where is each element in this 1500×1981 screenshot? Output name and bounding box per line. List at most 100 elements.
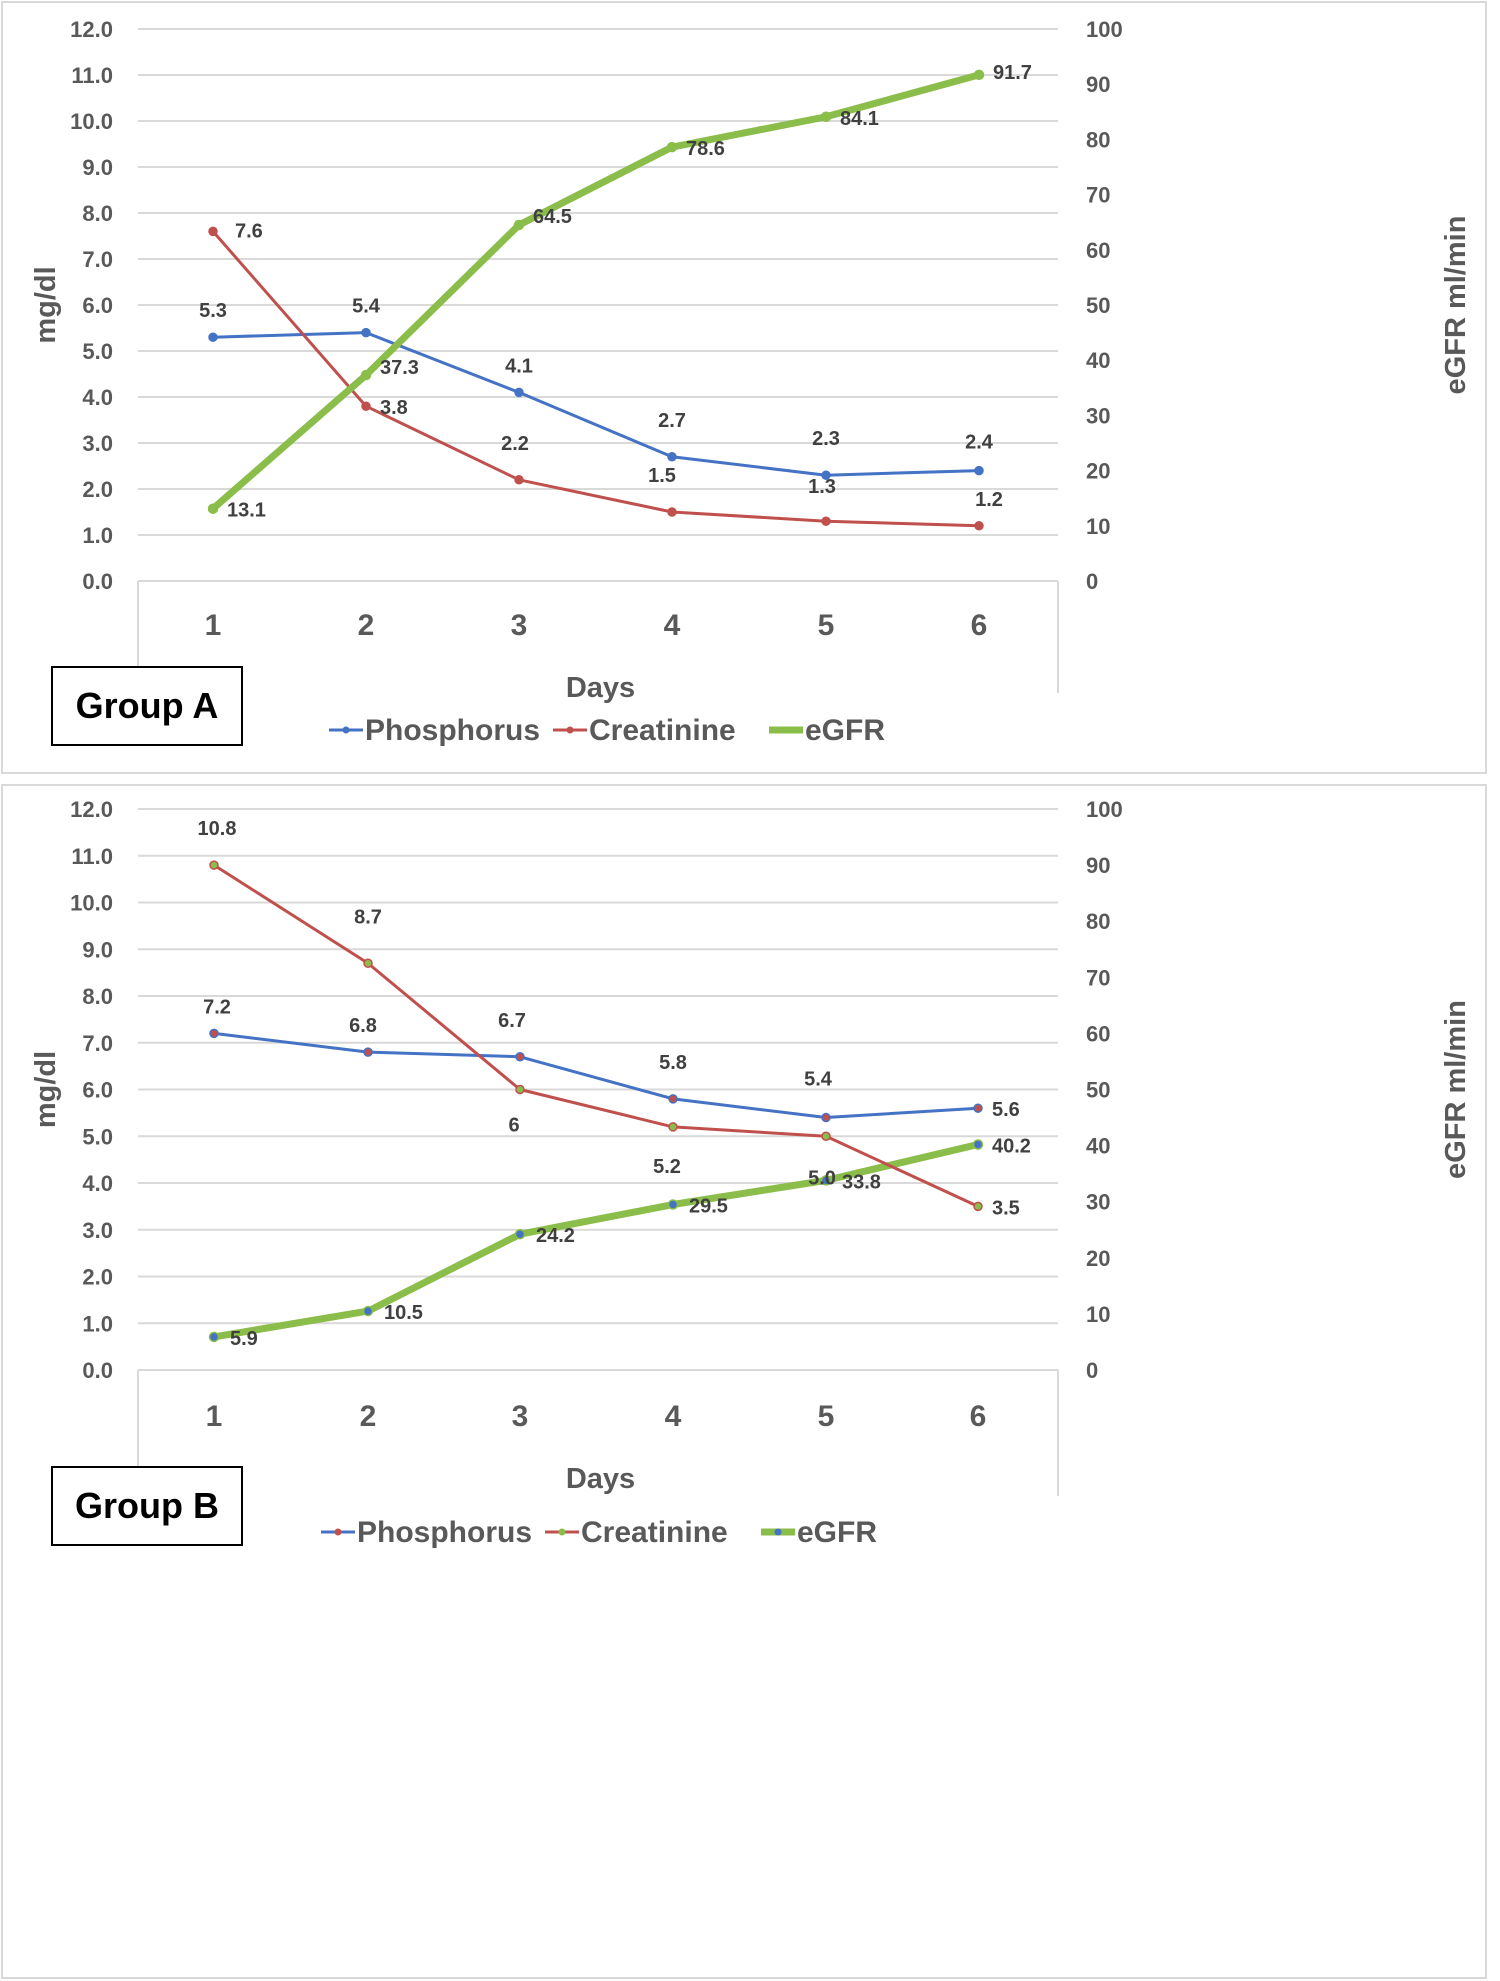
data-point-phosphorus bbox=[973, 1103, 983, 1113]
y-tick-label: 2.0 bbox=[82, 1265, 113, 1290]
group-b-label: Group B bbox=[51, 1466, 243, 1546]
data-point-phosphorus bbox=[821, 470, 831, 480]
y-tick-label: 3.0 bbox=[82, 1218, 113, 1243]
data-point-egfr bbox=[207, 503, 219, 514]
data-label-creatinine: 1.3 bbox=[808, 476, 836, 498]
data-label-creatinine: 2.2 bbox=[501, 433, 529, 455]
chart-group-a: 0.01.02.03.04.05.06.07.08.09.010.011.012… bbox=[30, 17, 1472, 747]
x-axis-title: Days bbox=[566, 672, 635, 704]
y-tick-label: 2.0 bbox=[82, 477, 113, 502]
y2-tick-label: 0 bbox=[1086, 569, 1098, 594]
data-point-creatinine bbox=[973, 1201, 983, 1212]
y2-tick-label: 0 bbox=[1086, 1358, 1098, 1383]
data-point-egfr bbox=[820, 1175, 832, 1186]
x-tick-label: 2 bbox=[360, 1400, 377, 1433]
data-point-egfr bbox=[972, 1139, 984, 1150]
y-tick-label: 8.0 bbox=[82, 984, 113, 1009]
y-tick-label: 1.0 bbox=[82, 1311, 113, 1336]
y-tick-label: 1.0 bbox=[82, 523, 113, 548]
data-label-creatinine: 8.7 bbox=[354, 906, 382, 928]
data-point-phosphorus bbox=[514, 387, 524, 398]
data-point-creatinine bbox=[209, 860, 219, 870]
x-tick-label: 3 bbox=[511, 609, 528, 642]
x-axis-title: Days bbox=[566, 1463, 635, 1495]
y-tick-label: 8.0 bbox=[82, 201, 113, 226]
data-label-creatinine: 7.6 bbox=[235, 220, 263, 242]
data-label-egfr: 78.6 bbox=[686, 138, 725, 160]
series-line-phosphorus bbox=[213, 1031, 979, 1120]
data-point-phosphorus bbox=[515, 1052, 525, 1062]
y2-tick-label: 70 bbox=[1086, 965, 1110, 990]
legend-label-egfr: eGFR bbox=[805, 714, 885, 747]
x-tick-label: 1 bbox=[206, 1400, 223, 1433]
y-tick-label: 5.0 bbox=[82, 1124, 113, 1149]
y-tick-label: 3.0 bbox=[82, 431, 113, 456]
y2-tick-label: 50 bbox=[1086, 1078, 1110, 1103]
y-tick-label: 7.0 bbox=[82, 1031, 113, 1056]
data-label-phosphorus: 5.4 bbox=[352, 296, 381, 318]
data-label-egfr: 29.5 bbox=[689, 1196, 728, 1218]
y-tick-label: 5.0 bbox=[82, 339, 113, 364]
legend-marker-phosphorus bbox=[334, 1528, 342, 1536]
group-a-label: Group A bbox=[51, 666, 243, 746]
x-tick-label: 6 bbox=[971, 609, 988, 642]
y2-tick-label: 100 bbox=[1086, 17, 1123, 42]
y2-axis-title: eGFR ml/min bbox=[1440, 1000, 1472, 1179]
data-point-creatinine bbox=[974, 521, 984, 531]
data-point-egfr bbox=[820, 111, 832, 123]
x-tick-label: 1 bbox=[205, 609, 222, 642]
data-label-phosphorus: 5.3 bbox=[199, 300, 227, 322]
data-label-egfr: 37.3 bbox=[380, 357, 419, 379]
data-label-egfr: 24.2 bbox=[536, 1225, 575, 1247]
y-tick-label: 12.0 bbox=[70, 17, 113, 42]
chart-panel-group-b: 0.0 1.0 2.0 3.0 4.0 5.0 6.0 7.0 8.0 9.0 10.0 11.0 12… bbox=[1, 784, 1487, 1979]
data-point-phosphorus bbox=[821, 1112, 831, 1123]
data-label-creatinine: 10.8 bbox=[198, 818, 237, 840]
data-label-phosphorus: 6.7 bbox=[498, 1010, 526, 1032]
data-point-creatinine bbox=[667, 507, 677, 517]
y2-tick-label: 60 bbox=[1086, 238, 1110, 263]
data-label-creatinine: 1.2 bbox=[975, 489, 1003, 511]
legend-label-phosphorus: Phosphorus bbox=[365, 714, 540, 747]
data-point-egfr bbox=[208, 1331, 220, 1343]
x-tick-label: 6 bbox=[970, 1400, 987, 1433]
data-point-egfr bbox=[666, 141, 678, 153]
data-point-phosphorus bbox=[668, 1094, 678, 1104]
y-tick-label: 11.0 bbox=[71, 844, 113, 869]
data-point-phosphorus bbox=[363, 1047, 373, 1057]
data-point-egfr bbox=[514, 1228, 526, 1240]
data-point-phosphorus bbox=[208, 332, 218, 342]
y-axis-title: mg/dl bbox=[30, 266, 62, 343]
data-label-phosphorus: 5.6 bbox=[992, 1099, 1020, 1121]
series-line-phosphorus bbox=[212, 331, 980, 477]
y-tick-label: 12.0 bbox=[70, 797, 113, 822]
data-label-phosphorus: 2.4 bbox=[965, 432, 994, 454]
y-tick-label: 6.0 bbox=[82, 1078, 113, 1103]
series-line-egfr bbox=[210, 71, 980, 512]
chart-group-b: 0.01.02.03.04.05.06.07.08.09.010.011.012… bbox=[30, 797, 1472, 1549]
data-label-phosphorus: 5.4 bbox=[804, 1069, 833, 1091]
data-label-egfr: 33.8 bbox=[842, 1171, 881, 1193]
y2-tick-label: 30 bbox=[1086, 1190, 1110, 1215]
data-point-phosphorus bbox=[209, 1028, 219, 1039]
y2-tick-label: 90 bbox=[1086, 853, 1110, 878]
y2-tick-label: 70 bbox=[1086, 183, 1110, 208]
series-line-creatinine bbox=[211, 230, 980, 528]
data-label-egfr: 5.9 bbox=[230, 1328, 258, 1350]
y-tick-label: 4.0 bbox=[82, 385, 113, 410]
y2-tick-label: 20 bbox=[1086, 459, 1110, 484]
chart-panel-group-a: 0.0 1.0 2.0 3.0 4.0 5.0 6.0 7.0 8.0 9.0 10.0 11.0 12… bbox=[1, 1, 1487, 774]
data-label-egfr: 40.2 bbox=[992, 1135, 1031, 1157]
data-label-phosphorus: 2.7 bbox=[658, 410, 686, 432]
data-point-creatinine bbox=[361, 401, 371, 411]
data-label-egfr: 84.1 bbox=[840, 108, 879, 130]
x-tick-label: 5 bbox=[818, 1400, 835, 1433]
data-label-creatinine: 3.8 bbox=[380, 397, 408, 419]
data-point-creatinine bbox=[514, 475, 524, 485]
data-label-egfr: 64.5 bbox=[533, 206, 572, 228]
y-tick-label: 0.0 bbox=[82, 569, 113, 594]
data-point-egfr bbox=[667, 1199, 679, 1210]
data-label-phosphorus: 4.1 bbox=[505, 355, 533, 377]
legend-marker-creatinine bbox=[558, 1528, 566, 1536]
y-tick-label: 10.0 bbox=[70, 109, 113, 134]
